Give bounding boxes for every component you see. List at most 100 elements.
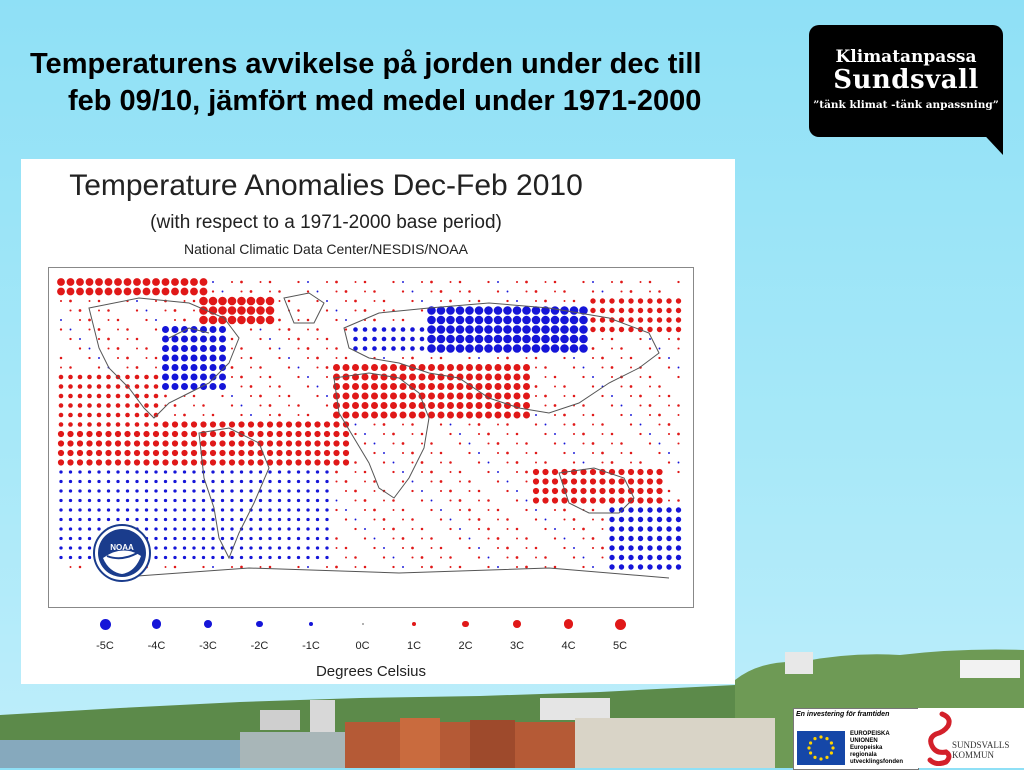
anomaly-dot (516, 537, 518, 540)
anomaly-dot (392, 319, 395, 321)
anomaly-dot (288, 404, 290, 407)
anomaly-dot (240, 385, 243, 388)
scale-dot (151, 619, 162, 629)
anomaly-dot (239, 555, 244, 560)
anomaly-dot (116, 479, 120, 484)
anomaly-dot (504, 392, 511, 400)
anomaly-dot (68, 555, 73, 560)
anomaly-dot (342, 430, 350, 438)
anomaly-dot (124, 449, 131, 457)
anomaly-dot (202, 565, 205, 569)
anomaly-dot (200, 373, 207, 381)
anomaly-dot (152, 459, 160, 466)
anomaly-dot (532, 497, 540, 504)
scale-dot (308, 621, 314, 627)
anomaly-dot (87, 384, 92, 389)
anomaly-dot (628, 535, 634, 542)
anomaly-dot (173, 413, 177, 417)
anomaly-dot (67, 440, 74, 447)
anomaly-dot (392, 537, 395, 540)
anomaly-dot (354, 471, 357, 473)
anomaly-dot (437, 392, 445, 400)
anomaly-dot (592, 281, 594, 283)
anomaly-dot (171, 440, 179, 447)
anomaly-dot (230, 489, 234, 493)
anomaly-dot (553, 442, 557, 445)
anomaly-dot (209, 364, 217, 371)
anomaly-dot (182, 527, 187, 531)
anomaly-dot (209, 430, 217, 438)
anomaly-dot (154, 527, 158, 531)
anomaly-dot (326, 395, 328, 397)
anomaly-dot (563, 395, 566, 397)
anomaly-dot (656, 326, 663, 333)
anomaly-dot (200, 345, 207, 352)
anomaly-dot (420, 280, 424, 284)
anomaly-dot (342, 440, 350, 447)
anomaly-dot (240, 375, 243, 379)
anomaly-dot (315, 498, 320, 503)
anomaly-dot (487, 432, 490, 436)
anomaly-dot (573, 452, 575, 454)
scale-label: -5C (96, 640, 114, 652)
anomaly-dot (58, 384, 64, 389)
anomaly-dot (209, 421, 217, 428)
anomaly-dot (171, 354, 179, 362)
anomaly-dot (190, 449, 198, 457)
anomaly-dot (437, 364, 445, 371)
anomaly-dot (506, 423, 509, 426)
anomaly-dot (487, 470, 490, 474)
anomaly-dot (57, 459, 65, 466)
anomaly-dot (256, 296, 265, 306)
anomaly-dot (523, 364, 530, 371)
anomaly-dot (219, 383, 226, 390)
anomaly-dot (513, 364, 521, 371)
anomaly-dot (599, 478, 606, 485)
anomaly-dot (411, 528, 414, 530)
anomaly-dot (383, 547, 385, 549)
anomaly-dot (66, 287, 75, 296)
figure-subtitle: (with respect to a 1971-2000 base period… (150, 212, 502, 233)
anomaly-dot (116, 318, 120, 322)
anomaly-dot (105, 459, 112, 466)
anomaly-dot (371, 402, 378, 409)
anomaly-dot (354, 432, 357, 436)
anomaly-dot (440, 509, 442, 511)
anomaly-dot (610, 432, 614, 436)
anomaly-dot (484, 344, 493, 353)
anomaly-dot (656, 507, 663, 513)
anomaly-dot (258, 479, 263, 484)
anomaly-dot (609, 516, 615, 523)
anomaly-dot (466, 402, 473, 409)
anomaly-dot (503, 334, 512, 344)
anomaly-dot (106, 498, 111, 503)
anomaly-dot (77, 384, 83, 389)
anomaly-dot (534, 385, 538, 388)
anomaly-dot (551, 468, 559, 476)
anomaly-dot (455, 334, 465, 344)
anomaly-dot (296, 536, 301, 541)
anomaly-dot (411, 489, 414, 493)
anomaly-dot (506, 356, 509, 360)
anomaly-dot (484, 325, 493, 334)
anomaly-dot (268, 280, 272, 284)
anomaly-dot (152, 449, 160, 457)
anomaly-dot (658, 423, 661, 426)
anomaly-dot (200, 449, 207, 457)
anomaly-dot (456, 373, 464, 381)
anomaly-dot (582, 280, 585, 284)
anomaly-dot (134, 412, 140, 418)
anomaly-dot (506, 528, 509, 530)
anomaly-dot (447, 402, 454, 409)
anomaly-dot (87, 498, 92, 503)
scale-item: 3C (497, 614, 537, 652)
anomaly-dot (544, 376, 547, 378)
anomaly-dot (390, 383, 397, 390)
anomaly-dot (78, 555, 82, 560)
anomaly-dot (209, 440, 217, 447)
anomaly-dot (287, 508, 291, 512)
anomaly-dot (85, 278, 94, 286)
anomaly-dot (57, 287, 65, 296)
anomaly-dot (220, 536, 225, 541)
anomaly-dot (569, 334, 579, 344)
